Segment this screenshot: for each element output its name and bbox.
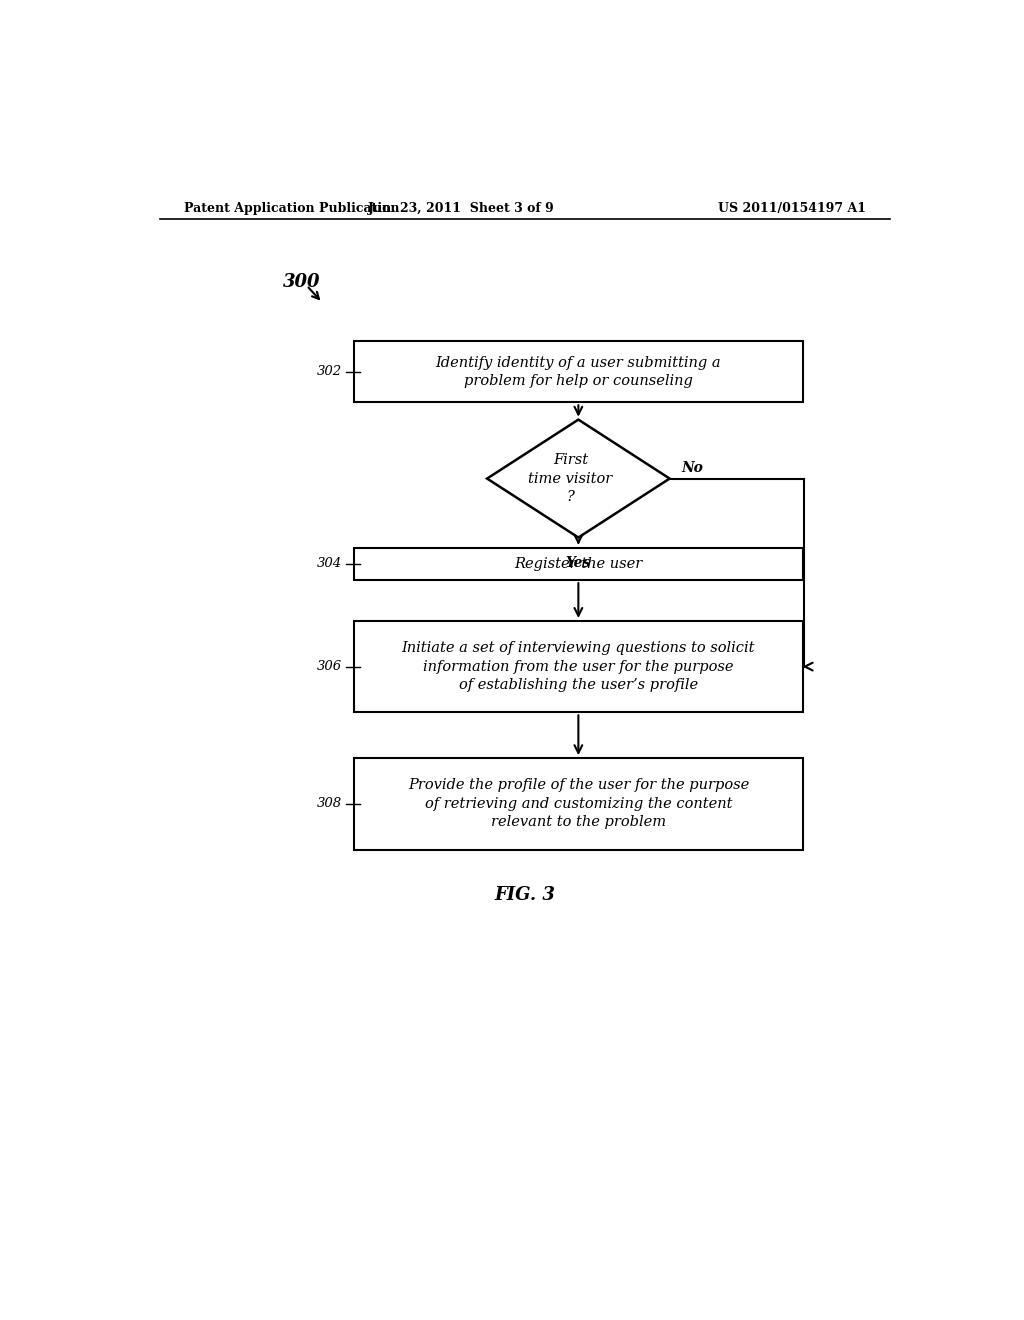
FancyBboxPatch shape — [354, 548, 803, 581]
Text: 304: 304 — [317, 557, 342, 570]
FancyBboxPatch shape — [354, 342, 803, 403]
Text: FIG. 3: FIG. 3 — [495, 886, 555, 904]
Text: First
time visitor
?: First time visitor ? — [528, 453, 612, 504]
Text: Initiate a set of interviewing questions to solicit
information from the user fo: Initiate a set of interviewing questions… — [401, 642, 755, 692]
Text: Patent Application Publication: Patent Application Publication — [183, 202, 399, 215]
Text: Jun. 23, 2011  Sheet 3 of 9: Jun. 23, 2011 Sheet 3 of 9 — [368, 202, 555, 215]
Text: Provide the profile of the user for the purpose
of retrieving and customizing th: Provide the profile of the user for the … — [408, 779, 749, 829]
Text: Yes: Yes — [565, 556, 591, 570]
FancyBboxPatch shape — [354, 758, 803, 850]
Polygon shape — [487, 420, 670, 537]
Text: 306: 306 — [317, 660, 342, 673]
Text: Identify identity of a user submitting a
problem for help or counseling: Identify identity of a user submitting a… — [435, 355, 721, 388]
Text: 308: 308 — [317, 797, 342, 810]
FancyBboxPatch shape — [354, 620, 803, 713]
Text: No: No — [682, 462, 703, 475]
Text: US 2011/0154197 A1: US 2011/0154197 A1 — [718, 202, 866, 215]
Text: Register the user: Register the user — [514, 557, 642, 572]
Text: 300: 300 — [283, 273, 321, 292]
Text: 302: 302 — [317, 366, 342, 379]
